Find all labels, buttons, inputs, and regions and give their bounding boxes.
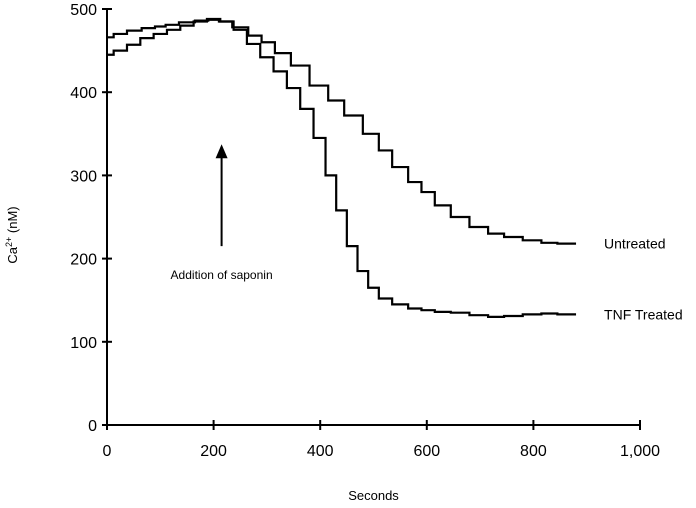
x-tick-label: 0 xyxy=(103,443,112,460)
series-label-tnf-treated: TNF Treated xyxy=(604,306,683,322)
x-tick-label: 400 xyxy=(307,443,334,460)
annotation-group: Addition of saponin xyxy=(171,144,273,282)
y-tick-label: 400 xyxy=(70,85,97,102)
y-axis-title: Ca2+ (nM) xyxy=(4,206,20,263)
axes xyxy=(106,9,640,426)
y-tick-label: 0 xyxy=(88,418,97,435)
x-tick-label: 800 xyxy=(520,443,547,460)
y-tick-label: 300 xyxy=(70,168,97,185)
series-group xyxy=(107,17,577,318)
annotation-text: Addition of saponin xyxy=(171,268,273,282)
x-tick-label: 600 xyxy=(413,443,440,460)
y-tick-label: 500 xyxy=(70,2,97,19)
y-ticks: 0 100 200 300 400 500 xyxy=(70,2,112,435)
y-axis-title-sup: 2+ xyxy=(4,237,14,247)
series-line-tnf-treated xyxy=(107,17,577,318)
series-line-untreated xyxy=(107,18,577,245)
x-axis-title: Seconds xyxy=(348,488,399,503)
y-axis-title-base: Ca xyxy=(5,246,20,263)
x-ticks: 0 200 400 600 800 1,000 xyxy=(103,420,660,460)
series-labels: Untreated TNF Treated xyxy=(604,236,683,323)
x-tick-label: 200 xyxy=(200,443,227,460)
y-tick-label: 200 xyxy=(70,252,97,269)
y-axis-title-unit: (nM) xyxy=(5,206,20,236)
x-tick-label: 1,000 xyxy=(620,443,660,460)
series-label-untreated: Untreated xyxy=(604,236,665,252)
y-tick-label: 100 xyxy=(70,335,97,352)
annotation-arrow-head xyxy=(215,144,228,159)
